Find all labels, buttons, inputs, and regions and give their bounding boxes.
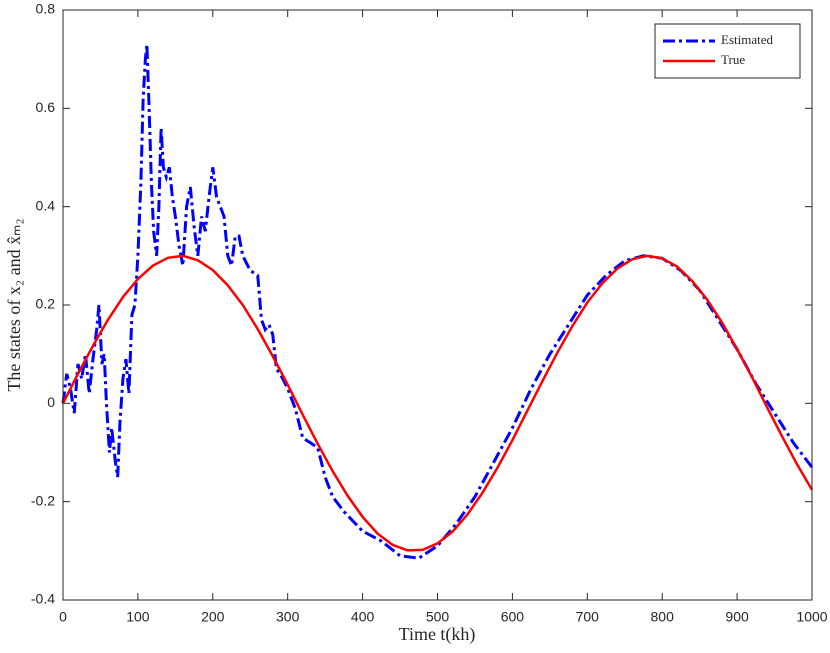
legend-box: [654, 23, 801, 79]
legend-label: True: [721, 52, 745, 67]
y-axis-label: The states of x₂ and x̂ₘ₂: [4, 218, 24, 391]
y-tick-label: 0.8: [36, 1, 56, 17]
x-tick-label: 900: [725, 609, 749, 625]
legend-label: Estimated: [721, 32, 773, 47]
x-tick-label: 0: [59, 609, 67, 625]
y-tick-label: 0.6: [36, 99, 56, 115]
x-tick-label: 800: [651, 609, 675, 625]
axes-box: [62, 9, 813, 601]
data-line: [61, 44, 814, 560]
y-tick-label: 0.4: [36, 197, 56, 213]
x-tick-label: 300: [276, 609, 300, 625]
x-axis-label: Time t(kh): [399, 624, 476, 645]
y-tick-label: -0.2: [31, 492, 55, 508]
x-tick-label: 100: [126, 609, 150, 625]
x-tick-label: 1000: [796, 609, 827, 625]
y-tick-label: 0.2: [36, 296, 56, 312]
x-tick-label: 700: [576, 609, 600, 625]
x-tick-label: 400: [351, 609, 375, 625]
plot-area: [63, 10, 812, 600]
x-tick-label: 200: [201, 609, 225, 625]
y-tick-label: -0.4: [31, 591, 55, 607]
y-tick-label: 0: [47, 394, 55, 410]
data-line: [61, 254, 814, 552]
x-tick-label: 600: [501, 609, 525, 625]
x-tick-label: 500: [426, 609, 450, 625]
